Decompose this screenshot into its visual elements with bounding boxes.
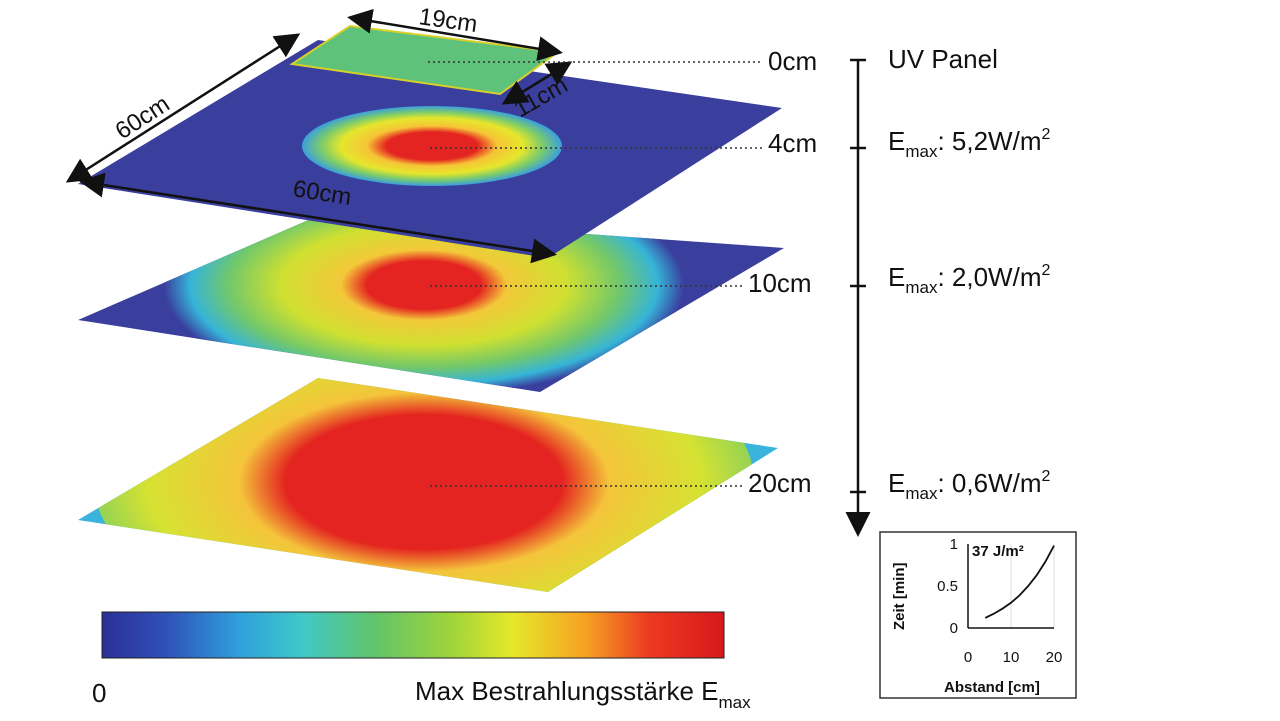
inset-grid bbox=[1010, 544, 1055, 628]
leader-lines bbox=[428, 61, 762, 487]
emax-20cm: Emax: 0,6W/m2 bbox=[888, 468, 1050, 503]
distance-label-4cm: 4cm bbox=[768, 128, 817, 158]
colorbar-title: Max Bestrahlungsstärke Emax bbox=[415, 676, 751, 712]
inset-ytick-label: 0 bbox=[950, 620, 958, 637]
emax-4cm: Emax: 5,2W/m2 bbox=[888, 126, 1050, 161]
distance-label-10cm: 10cm bbox=[748, 268, 812, 298]
dimension-arrows bbox=[65, 8, 573, 264]
inset-xtick-label: 20 bbox=[1046, 649, 1063, 666]
inset-xlabel: Abstand [cm] bbox=[944, 679, 1040, 696]
distance-label-0cm: 0cm bbox=[768, 46, 817, 76]
panel-width-label: 19cm bbox=[417, 3, 479, 38]
distance-label-20cm: 20cm bbox=[748, 468, 812, 498]
inset-xtick-label: 10 bbox=[1003, 649, 1020, 666]
inset-xtick-label: 0 bbox=[964, 649, 972, 666]
emax-10cm: Emax: 2,0W/m2 bbox=[888, 262, 1050, 297]
inset-ytick-label: 1 bbox=[950, 536, 958, 553]
inset-ytick-label: 0.5 bbox=[937, 578, 958, 595]
inset-annotation: 37 J/m² bbox=[972, 543, 1024, 560]
inset-ylabel: Zeit [min] bbox=[891, 563, 908, 631]
inset-ticks: 0 10 20 0 0.5 1 bbox=[937, 536, 1062, 666]
colorbar bbox=[101, 611, 725, 659]
inset-series-line bbox=[984, 545, 1055, 619]
colorbar-min-label: 0 bbox=[92, 678, 106, 708]
distance-axis bbox=[845, 58, 871, 537]
uv-panel-label: UV Panel bbox=[888, 44, 998, 74]
inset-chart: 0 10 20 0 0.5 1 37 J/m² Abstand [cm] Zeit [mi… bbox=[879, 531, 1077, 699]
